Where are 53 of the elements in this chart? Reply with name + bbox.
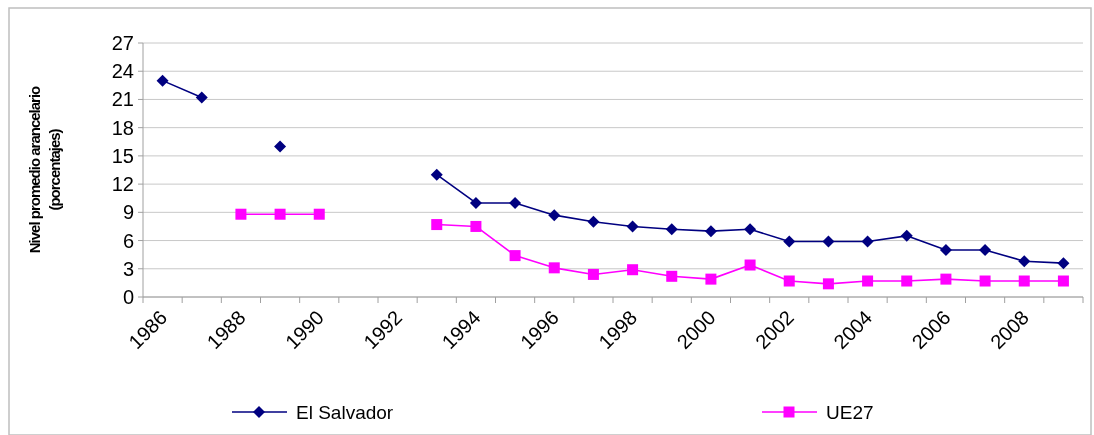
point <box>548 209 561 222</box>
point <box>431 219 443 231</box>
point <box>626 220 639 233</box>
point <box>587 215 600 228</box>
point <box>587 268 599 280</box>
point <box>469 196 482 209</box>
point <box>861 235 874 248</box>
point <box>235 208 247 220</box>
point <box>822 235 835 248</box>
point <box>509 196 522 209</box>
y-tick-label: 27 <box>111 32 134 54</box>
point <box>744 259 756 271</box>
point <box>274 140 287 153</box>
point <box>900 229 913 242</box>
point <box>665 223 678 236</box>
legend-label: UE27 <box>826 401 874 423</box>
point <box>979 243 992 256</box>
point <box>509 250 521 262</box>
point <box>822 278 834 290</box>
y-tick-label: 9 <box>122 201 134 224</box>
point <box>156 74 169 87</box>
y-tick-label: 3 <box>122 257 134 280</box>
y-tick-label: 24 <box>111 60 134 83</box>
point <box>940 273 952 285</box>
y-tick-label: 6 <box>122 229 134 252</box>
legend-label: El Salvador <box>296 401 394 423</box>
point <box>939 243 952 256</box>
y-tick-label: 12 <box>111 173 134 196</box>
point <box>704 225 717 238</box>
point <box>783 235 796 248</box>
point <box>666 270 678 282</box>
point <box>1057 275 1069 287</box>
y-tick-label: 15 <box>111 144 134 167</box>
point <box>901 275 913 287</box>
point <box>862 275 874 287</box>
point <box>627 264 639 276</box>
y-tick-label: 0 <box>122 286 134 308</box>
point <box>1018 255 1031 268</box>
y-tick-label: 18 <box>111 116 134 139</box>
point <box>1018 275 1030 287</box>
point <box>744 223 757 236</box>
point <box>274 208 286 220</box>
point <box>430 168 443 181</box>
point <box>783 275 795 287</box>
point <box>1057 257 1070 270</box>
point <box>313 208 325 220</box>
point <box>979 275 991 287</box>
point <box>705 273 717 285</box>
y-axis-title: Nivel promedio arancelario (porcentajes) <box>26 85 63 254</box>
point <box>548 262 560 274</box>
point <box>195 91 208 104</box>
y-tick-label: 21 <box>111 88 134 111</box>
point <box>470 220 482 232</box>
